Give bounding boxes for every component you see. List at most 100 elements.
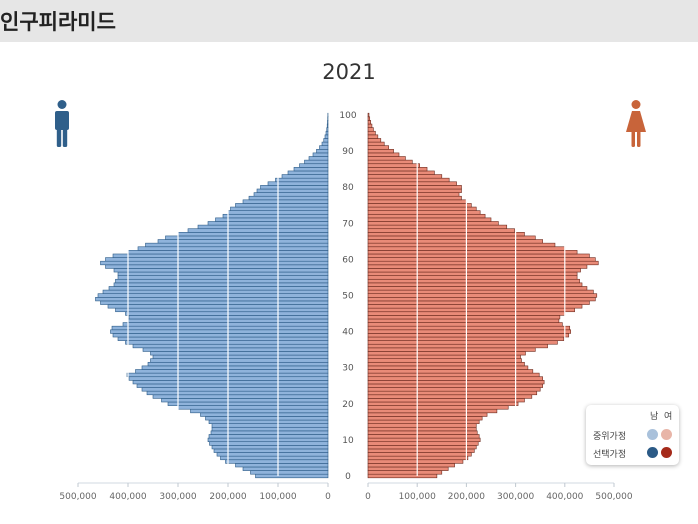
female-bar — [367, 253, 590, 258]
female-bar — [367, 289, 594, 294]
female-bar — [367, 112, 370, 118]
male-bar — [207, 221, 329, 226]
legend-male-label: 남 — [650, 412, 659, 422]
female-bar — [367, 376, 543, 381]
female-bar — [367, 470, 443, 475]
female-bar — [367, 437, 481, 443]
male-bar — [326, 123, 329, 128]
female-bar — [367, 333, 570, 338]
male-bar — [136, 383, 329, 388]
female-bar — [367, 185, 462, 190]
male-bar — [113, 268, 329, 273]
age-tick-label: 20 — [342, 400, 354, 410]
female-bar — [367, 130, 376, 136]
male-bar — [321, 141, 329, 146]
female-bar — [367, 426, 477, 432]
male-bar — [122, 322, 329, 327]
female-x-tick-label: 100,000 — [399, 492, 436, 502]
male-bar — [267, 181, 329, 186]
male-bar — [230, 206, 329, 211]
male-bar — [108, 286, 329, 291]
age-tick-label: 70 — [342, 219, 354, 229]
male-person-icon — [55, 100, 69, 147]
female-bar — [367, 325, 571, 331]
female-bar — [367, 473, 438, 479]
male-bar — [211, 426, 329, 432]
male-bar — [326, 127, 329, 132]
male-bar — [113, 282, 329, 287]
legend-dot-female-median[interactable] — [661, 429, 672, 440]
male-bar — [253, 192, 329, 197]
male-bar — [213, 448, 329, 453]
female-bar — [367, 217, 492, 222]
male-bar — [107, 304, 329, 309]
female-bar — [367, 282, 583, 287]
male-bar — [299, 163, 329, 168]
male-bar — [137, 246, 329, 251]
female-bar — [367, 138, 382, 143]
male-bar — [150, 358, 329, 363]
female-bar — [367, 203, 472, 208]
male-bar — [190, 408, 329, 414]
female-bar — [367, 181, 457, 186]
legend-female-label: 여 — [664, 412, 673, 422]
male-bar — [293, 167, 329, 172]
female-bar — [367, 394, 533, 399]
male-bar — [211, 445, 329, 450]
legend-row-median: 중위가정 — [593, 432, 627, 442]
female-bar — [367, 387, 541, 392]
male-bar — [102, 289, 329, 294]
female-bar — [367, 232, 525, 237]
male-bar — [260, 185, 329, 190]
male-bar — [97, 293, 329, 298]
age-tick-label: 60 — [342, 255, 354, 265]
age-tick-label: 30 — [342, 364, 354, 374]
female-bar — [367, 159, 413, 165]
age-tick-label: 80 — [342, 183, 354, 193]
legend-dot-female-selected[interactable] — [661, 447, 672, 458]
male-bar — [157, 239, 329, 244]
female-bar — [367, 315, 561, 320]
female-bar — [367, 170, 435, 175]
male-bar — [112, 333, 329, 338]
female-bar — [367, 264, 588, 269]
male-bar — [165, 235, 329, 240]
female-bar — [367, 322, 563, 327]
male-x-tick-label: 400,000 — [109, 492, 146, 502]
female-bar — [367, 156, 406, 161]
female-bar — [367, 116, 371, 121]
legend-dot-male-selected[interactable] — [647, 447, 658, 458]
male-bar — [142, 347, 329, 352]
female-x-tick-label: 500,000 — [595, 492, 632, 502]
male-bar — [117, 271, 329, 276]
female-bar — [367, 268, 581, 273]
male-bar — [208, 434, 329, 439]
male-bar — [248, 195, 329, 201]
male-bar — [150, 351, 329, 356]
male-bar — [281, 174, 329, 179]
legend-dot-male-median[interactable] — [647, 429, 658, 440]
male-bar — [242, 199, 329, 204]
age-tick-label: 0 — [345, 472, 351, 482]
age-tick-label: 50 — [342, 292, 354, 302]
male-bar — [216, 452, 329, 457]
female-bar — [367, 123, 373, 128]
female-bar — [367, 398, 525, 403]
female-bar — [367, 423, 477, 428]
page-title: 인구피라미드 — [0, 10, 116, 34]
male-bar — [161, 398, 329, 403]
female-bar — [367, 257, 596, 262]
female-bar — [367, 430, 478, 435]
female-bar — [367, 120, 372, 125]
male-bar — [220, 455, 329, 461]
male-bar — [323, 138, 329, 143]
male-bar — [152, 394, 329, 399]
female-bar — [367, 441, 479, 446]
female-x-tick-label: 400,000 — [546, 492, 583, 502]
female-bar — [367, 401, 519, 406]
chart-title: 2021 — [322, 60, 376, 84]
male-bar — [145, 242, 329, 248]
male-bar — [312, 152, 329, 157]
male-bar — [225, 459, 329, 464]
male-bar — [117, 336, 329, 341]
